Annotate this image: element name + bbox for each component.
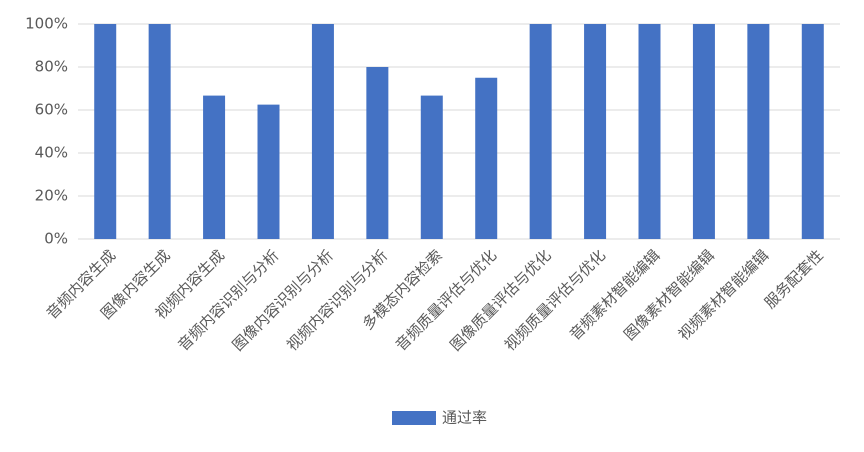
bar [692, 24, 715, 239]
x-tick-label: 音频内容识别与分析 [174, 246, 282, 354]
bar [420, 95, 443, 239]
bar [584, 24, 607, 239]
y-tick-label: 100% [25, 15, 68, 33]
bar [638, 24, 661, 239]
bar [311, 24, 334, 239]
y-tick-label: 80% [35, 58, 68, 76]
bar [257, 104, 280, 239]
bar [529, 24, 552, 239]
legend-swatch [392, 411, 436, 425]
bar [94, 24, 117, 239]
x-tick-label: 音频质量评估与优化 [392, 246, 500, 354]
y-tick-label: 0% [44, 230, 68, 248]
x-tick-label: 图像内容识别与分析 [229, 246, 337, 354]
y-tick-label: 40% [35, 144, 68, 162]
x-tick-label: 视频内容识别与分析 [283, 246, 391, 354]
y-tick-label: 20% [35, 187, 68, 205]
y-tick-label: 60% [35, 101, 68, 119]
bar [801, 24, 824, 239]
bar [747, 24, 770, 239]
x-tick-label: 服务配套性 [761, 246, 827, 312]
bar [203, 95, 226, 239]
x-tick-label: 视频质量评估与优化 [501, 246, 609, 354]
legend-label: 通过率 [442, 409, 487, 427]
bar [148, 24, 171, 239]
x-tick-label: 图像质量评估与优化 [446, 246, 554, 354]
bar [475, 77, 498, 239]
bar [366, 67, 389, 239]
